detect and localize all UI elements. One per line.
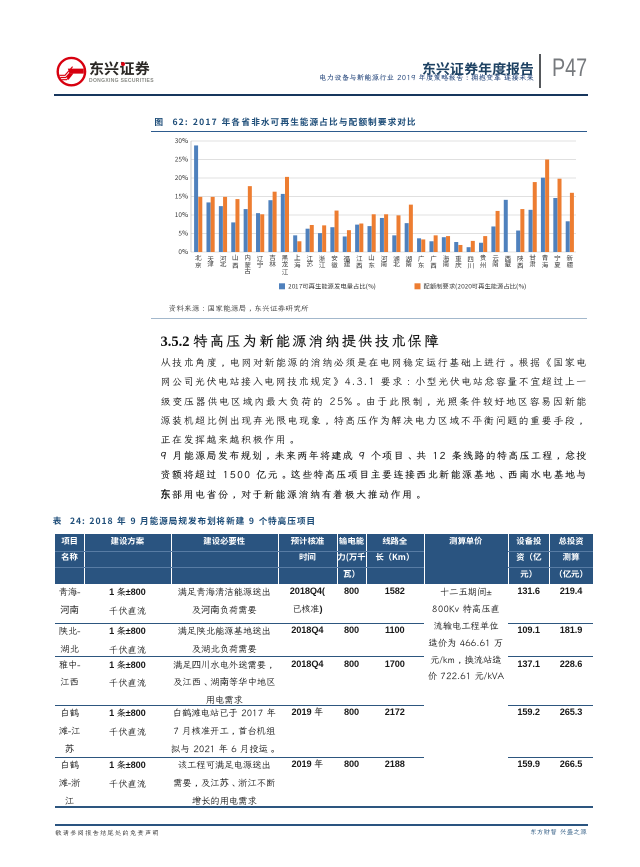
svg-text:宁夏: 宁夏 xyxy=(552,255,562,269)
svg-text:河北: 河北 xyxy=(218,255,228,269)
svg-text:海南: 海南 xyxy=(441,255,451,269)
svg-text:安徽: 安徽 xyxy=(329,255,339,270)
svg-text:广东: 广东 xyxy=(416,255,426,269)
svg-text:陕西: 陕西 xyxy=(515,255,525,270)
svg-text:四川: 四川 xyxy=(466,255,476,270)
svg-text:5%: 5% xyxy=(178,228,188,238)
svg-text:云南: 云南 xyxy=(490,255,500,269)
svg-text:青海: 青海 xyxy=(540,255,550,269)
svg-text:20%: 20% xyxy=(175,172,188,182)
svg-text:15%: 15% xyxy=(175,191,188,201)
svg-text:10%: 10% xyxy=(175,209,188,219)
svg-text:北京: 北京 xyxy=(193,255,203,270)
svg-text:吉林: 吉林 xyxy=(268,255,278,269)
svg-text:浙江: 浙江 xyxy=(317,255,327,269)
svg-text:2017可再生能源发电量占比(%): 2017可再生能源发电量占比(%) xyxy=(288,282,376,291)
svg-text:山西: 山西 xyxy=(230,255,240,270)
svg-text:湖南: 湖南 xyxy=(404,255,414,269)
svg-text:湖北: 湖北 xyxy=(391,255,401,269)
svg-text:贵州: 贵州 xyxy=(478,255,488,270)
svg-text:甘肃: 甘肃 xyxy=(528,255,538,269)
svg-text:配额制要求(2020可再生能源占比(%): 配额制要求(2020可再生能源占比(%) xyxy=(424,282,527,291)
svg-text:河南: 河南 xyxy=(379,255,389,269)
svg-text:重庆: 重庆 xyxy=(453,255,463,269)
svg-text:辽宁: 辽宁 xyxy=(255,255,265,270)
svg-text:新疆: 新疆 xyxy=(565,255,575,269)
svg-text:内蒙古: 内蒙古 xyxy=(243,255,253,275)
svg-text:上海: 上海 xyxy=(292,255,302,269)
svg-text:0%: 0% xyxy=(178,246,188,256)
svg-text:江西: 江西 xyxy=(354,255,364,270)
svg-text:25%: 25% xyxy=(175,154,188,164)
svg-text:江苏: 江苏 xyxy=(305,255,315,269)
svg-text:福建: 福建 xyxy=(342,255,352,269)
svg-text:西藏: 西藏 xyxy=(503,255,513,269)
svg-text:广西: 广西 xyxy=(429,255,439,270)
svg-text:黑龙江: 黑龙江 xyxy=(280,255,290,276)
svg-text:山东: 山东 xyxy=(367,255,377,269)
svg-text:天津: 天津 xyxy=(206,255,216,269)
svg-text:30%: 30% xyxy=(175,135,188,145)
